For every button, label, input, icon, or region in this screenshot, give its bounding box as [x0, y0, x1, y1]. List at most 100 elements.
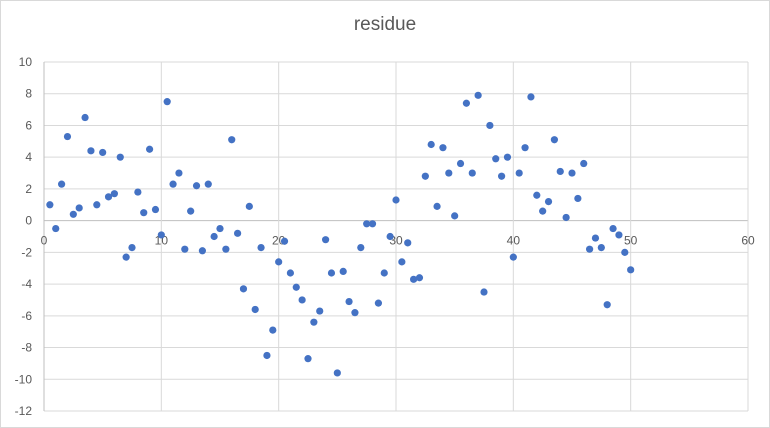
data-point: [333, 369, 341, 377]
data-point: [544, 198, 553, 206]
x-tick-label: 60: [741, 234, 755, 248]
data-point: [445, 169, 453, 177]
x-tick-label: 0: [41, 234, 48, 248]
data-point: [198, 247, 206, 255]
data-point: [468, 169, 476, 177]
data-point: [627, 266, 635, 274]
data-point: [339, 267, 347, 275]
data-point: [304, 355, 312, 363]
data-point: [380, 269, 388, 277]
data-point: [81, 113, 89, 122]
data-point: [503, 153, 512, 161]
data-point: [187, 207, 195, 215]
y-tick-label: 10: [19, 55, 33, 69]
data-point: [46, 201, 54, 209]
data-point: [151, 205, 160, 214]
data-point: [521, 144, 529, 152]
chart-title: residue: [353, 14, 417, 35]
data-point: [597, 244, 605, 252]
data-point: [63, 132, 72, 141]
y-tick-label: -6: [21, 309, 32, 323]
data-point: [140, 209, 148, 217]
y-tick-label: 8: [25, 87, 32, 101]
data-point: [509, 253, 517, 261]
y-tick-label: -12: [15, 404, 33, 418]
data-point: [286, 269, 294, 277]
data-point: [257, 244, 265, 252]
data-point: [245, 202, 253, 210]
data-point: [110, 190, 118, 198]
data-point: [52, 224, 60, 233]
data-point: [398, 258, 406, 266]
data-point: [146, 145, 154, 153]
data-point: [486, 121, 494, 130]
data-point: [392, 196, 400, 204]
data-point: [269, 326, 277, 334]
y-tick-label: 0: [25, 214, 32, 228]
data-point: [580, 159, 588, 168]
data-point: [357, 244, 365, 252]
data-point: [363, 220, 371, 228]
data-point: [404, 239, 412, 247]
data-point: [451, 212, 459, 220]
data-point: [433, 202, 441, 210]
data-point: [562, 213, 570, 222]
data-point: [374, 299, 382, 307]
y-tick-label: -10: [15, 372, 33, 386]
data-point: [134, 188, 142, 196]
data-point: [421, 172, 429, 180]
data-point: [93, 201, 101, 209]
data-point: [556, 167, 564, 176]
y-tick-label: -4: [21, 277, 32, 291]
y-tick-label: -2: [21, 245, 32, 259]
data-point: [210, 232, 218, 241]
data-point: [439, 144, 447, 152]
data-point: [310, 318, 318, 326]
data-point: [480, 288, 488, 296]
data-point: [192, 182, 201, 190]
data-point: [574, 194, 582, 203]
data-point: [216, 224, 224, 233]
data-point: [181, 245, 189, 253]
data-point: [515, 169, 523, 177]
data-point: [386, 232, 394, 241]
data-point: [169, 180, 177, 188]
x-tick-label: 40: [507, 234, 521, 248]
data-point: [58, 180, 66, 188]
data-point: [410, 275, 418, 283]
data-point: [615, 231, 623, 239]
data-point: [234, 229, 242, 237]
data-point: [204, 180, 212, 188]
data-point: [104, 193, 113, 201]
data-point: [175, 169, 183, 177]
data-point: [427, 140, 435, 149]
data-point: [157, 231, 165, 239]
data-point: [345, 297, 353, 306]
data-point: [621, 248, 629, 256]
y-tick-label: 6: [25, 118, 32, 132]
data-point: [99, 148, 107, 157]
data-point: [322, 236, 330, 244]
data-point: [292, 283, 300, 291]
data-point: [462, 99, 470, 107]
data-point: [122, 253, 130, 261]
data-point: [539, 207, 547, 215]
data-point: [609, 224, 617, 233]
data-point: [351, 309, 359, 317]
x-tick-label: 10: [155, 234, 169, 248]
data-point: [527, 93, 535, 101]
data-point: [263, 351, 271, 360]
data-point: [327, 269, 336, 277]
x-tick-label: 50: [624, 234, 638, 248]
data-point: [239, 285, 248, 293]
data-point: [586, 245, 594, 253]
data-point: [75, 204, 83, 212]
data-point: [228, 136, 236, 144]
data-point: [222, 245, 230, 253]
data-point: [275, 258, 283, 266]
data-point: [550, 136, 559, 144]
data-point: [474, 91, 482, 99]
data-point: [128, 244, 136, 252]
